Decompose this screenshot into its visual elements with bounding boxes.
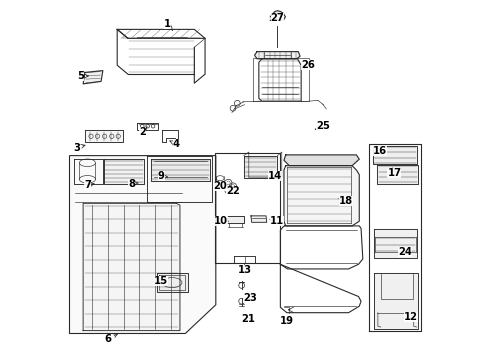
Text: 6: 6 (104, 333, 117, 343)
Polygon shape (83, 203, 180, 330)
Text: 9: 9 (158, 171, 167, 181)
Text: 26: 26 (301, 60, 315, 70)
Polygon shape (250, 216, 266, 222)
Text: 19: 19 (279, 316, 293, 325)
Polygon shape (284, 155, 359, 166)
Polygon shape (156, 273, 187, 292)
Polygon shape (373, 229, 416, 258)
Text: 2: 2 (139, 127, 147, 136)
Polygon shape (373, 273, 418, 329)
Text: 25: 25 (315, 121, 330, 131)
Text: 10: 10 (214, 216, 228, 226)
Text: 20: 20 (213, 181, 226, 192)
Polygon shape (284, 166, 359, 226)
Text: 23: 23 (243, 293, 256, 303)
Text: 14: 14 (267, 171, 282, 181)
Text: 5: 5 (77, 71, 88, 81)
Polygon shape (83, 71, 102, 84)
Polygon shape (244, 156, 277, 178)
Text: 11: 11 (269, 216, 284, 226)
Text: 22: 22 (225, 186, 240, 197)
Polygon shape (104, 159, 144, 184)
Polygon shape (372, 146, 416, 164)
Text: 27: 27 (270, 13, 284, 23)
Text: 8: 8 (128, 179, 138, 189)
Text: 3: 3 (73, 143, 85, 153)
Polygon shape (254, 51, 300, 59)
Text: 16: 16 (372, 145, 386, 156)
Polygon shape (69, 156, 215, 333)
Text: 24: 24 (397, 247, 411, 257)
Polygon shape (270, 11, 285, 21)
Polygon shape (227, 216, 244, 223)
Text: 17: 17 (386, 168, 401, 178)
Text: 12: 12 (404, 312, 417, 322)
Text: 13: 13 (237, 265, 251, 275)
Polygon shape (85, 130, 122, 142)
Text: 7: 7 (84, 180, 94, 190)
Text: 1: 1 (163, 19, 172, 31)
Text: 4: 4 (169, 139, 180, 149)
Polygon shape (150, 159, 210, 181)
Text: 15: 15 (154, 276, 168, 286)
Text: 18: 18 (338, 196, 352, 206)
Text: 21: 21 (241, 314, 255, 324)
Polygon shape (376, 165, 418, 184)
